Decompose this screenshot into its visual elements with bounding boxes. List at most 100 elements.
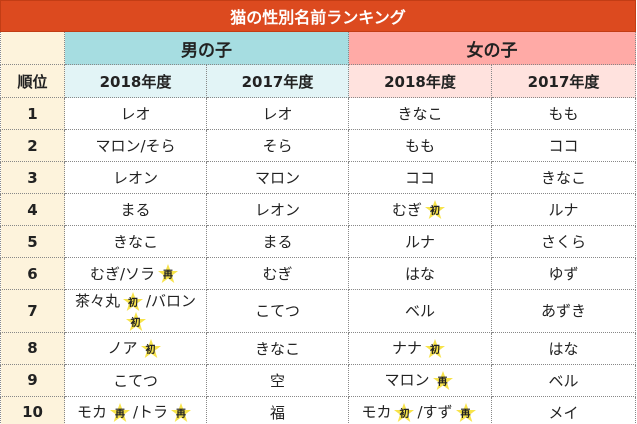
rank: 5 <box>0 225 65 258</box>
name: /すず <box>417 403 453 422</box>
name: ルナ <box>404 233 435 251</box>
name-cell: まる <box>206 225 349 258</box>
name: きなこ <box>254 339 300 358</box>
badge: 再 <box>455 402 477 423</box>
badge-text: 再 <box>460 408 471 420</box>
name: ベル <box>548 371 579 390</box>
group-header: 男の子 <box>64 31 349 65</box>
badge: 初 <box>393 402 415 423</box>
name-cell: 空 <box>206 363 349 397</box>
name-cell: こてつ <box>64 363 207 397</box>
name: むぎ/ソラ <box>89 264 156 283</box>
name-cell: きなこ <box>348 97 492 130</box>
name: レオ <box>262 105 293 123</box>
name: /バロン <box>145 292 197 310</box>
row: 1 レオ レオ きなこ もも <box>0 97 637 130</box>
rank: 6 <box>0 257 65 290</box>
badge-text: 初 <box>399 408 410 420</box>
name: もも <box>548 105 579 123</box>
name: きなこ <box>112 233 158 251</box>
badge-text: 再 <box>114 408 125 420</box>
name-cell: きなこ <box>490 161 637 194</box>
name: さくら <box>541 233 587 251</box>
name: レオ <box>120 105 151 123</box>
name-cell: はな <box>348 257 492 290</box>
name: ナナ <box>391 339 422 358</box>
name: マロン/そら <box>95 137 176 155</box>
rank: 3 <box>0 161 65 194</box>
row: 3 レオン マロン ココ きなこ <box>0 161 637 194</box>
name-cell: マロン/そら <box>64 129 207 162</box>
name-cell: 茶々丸初/バロン初 <box>64 289 207 333</box>
name-cell: メイ <box>490 395 637 424</box>
name: そら <box>262 137 293 155</box>
year-header: 2018年度 <box>348 64 492 98</box>
rank-header: 順位 <box>0 64 65 98</box>
name-cell: ルナ <box>348 225 492 258</box>
name-cell: あずき <box>490 289 637 333</box>
badge-text: 初 <box>430 344 440 356</box>
rank: 8 <box>0 331 65 365</box>
name: むぎ <box>391 200 422 219</box>
name: あずき <box>541 302 587 321</box>
badge-text: 初 <box>145 344 156 356</box>
name: こてつ <box>113 371 158 390</box>
name: 茶々丸 <box>74 292 120 310</box>
name: メイ <box>548 403 579 422</box>
name-cell: はな <box>490 331 637 365</box>
name-cell: ゆず <box>490 257 637 290</box>
badge: 初 <box>140 338 162 359</box>
name: まる <box>262 233 293 251</box>
name-cell: モカ再/トラ再 <box>64 395 207 424</box>
name: モカ <box>76 403 107 422</box>
name: ココ <box>404 169 435 187</box>
name-cell: ルナ <box>490 193 637 226</box>
badge-text: 初 <box>430 206 440 218</box>
name-cell: こてつ <box>206 289 349 333</box>
name-cell: きなこ <box>206 331 349 365</box>
row: 9 こてつ 空 マロン再 ベル <box>0 363 637 397</box>
badge: 初 <box>122 291 144 312</box>
row: 2 マロン/そら そら もも ココ <box>0 129 637 162</box>
badge: 初 <box>424 338 446 359</box>
name: きなこ <box>397 105 443 123</box>
name: はな <box>548 339 579 358</box>
name: マロン <box>384 371 430 390</box>
badge: 再 <box>432 370 454 391</box>
badge: 再 <box>157 264 179 284</box>
name-cell: むぎ初 <box>348 193 492 226</box>
year-header: 2017年度 <box>490 64 637 98</box>
name-cell: むぎ/ソラ再 <box>64 257 207 290</box>
rank: 7 <box>0 289 65 333</box>
badge: 初 <box>125 311 147 332</box>
row: 5 きなこ まる ルナ さくら <box>0 225 637 258</box>
name-cell: もも <box>348 129 492 162</box>
name-cell: ベル <box>348 289 492 333</box>
name: きなこ <box>541 169 587 187</box>
name: もも <box>404 137 435 155</box>
rank: 9 <box>0 363 65 397</box>
name: レオン <box>112 169 158 187</box>
name: レオン <box>254 201 300 219</box>
name-cell: 福 <box>206 395 349 424</box>
rank: 2 <box>0 129 65 162</box>
name: マロン <box>254 169 300 187</box>
badge-text: 再 <box>437 376 448 388</box>
name-cell: きなこ <box>64 225 207 258</box>
row: 8 ノア初きなこ ナナ初はな <box>0 331 637 365</box>
name-cell: ココ <box>490 129 637 162</box>
name: こてつ <box>255 302 300 321</box>
row: 7 茶々丸初/バロン初こてつ ベル あずき <box>0 289 637 333</box>
name: 福 <box>269 403 285 422</box>
badge: 再 <box>170 402 192 423</box>
name: ココ <box>548 137 579 155</box>
name: むぎ <box>262 265 293 283</box>
rank: 4 <box>0 193 65 226</box>
name-cell: ココ <box>348 161 492 194</box>
name: 空 <box>269 371 285 390</box>
name-cell: レオ <box>206 97 349 130</box>
row: 10 モカ再/トラ再福モカ初/すず再メイ <box>0 395 637 424</box>
badge: 初 <box>424 200 446 220</box>
name: ノア <box>107 339 138 358</box>
name-cell: さくら <box>490 225 637 258</box>
